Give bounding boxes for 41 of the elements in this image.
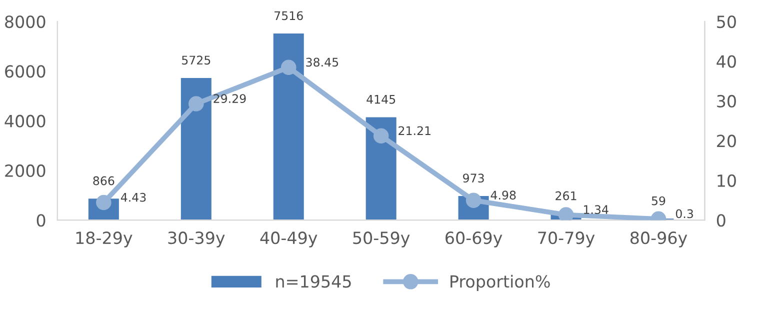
data-label: 4.98 <box>490 190 516 200</box>
legend-label: Proportion% <box>450 274 550 291</box>
x-tick-label: 70-79y <box>538 232 595 248</box>
data-label: 5725 <box>182 56 210 65</box>
point <box>188 96 204 112</box>
point <box>558 207 574 220</box>
data-label: 4.43 <box>120 192 146 202</box>
bar <box>180 78 212 220</box>
x-tick-label: 80-96y <box>630 232 688 248</box>
x-tick-label: 60-69y <box>446 232 502 248</box>
x-tick-label: 40-49y <box>260 232 318 248</box>
y2-tick-label: 0 <box>716 214 726 227</box>
y-tick-label: 8000 <box>5 15 46 28</box>
point <box>373 128 389 144</box>
data-label: 7516 <box>274 11 303 20</box>
x-tick-label: 18-29y <box>76 232 132 248</box>
y-tick-label: 0 <box>36 214 46 227</box>
data-label: 29.29 <box>214 94 246 104</box>
point <box>280 60 296 76</box>
y-tick-label: 6000 <box>5 65 46 78</box>
y2-tick-label: 30 <box>717 94 736 108</box>
data-label: 1.34 <box>584 205 608 214</box>
bar <box>366 117 396 220</box>
data-label: 973 <box>463 174 484 183</box>
y2-tick-label: 40 <box>716 55 736 68</box>
bar <box>273 34 304 220</box>
data-label: 59 <box>652 196 666 206</box>
x-tick-label: 50-59y <box>353 232 410 248</box>
data-label: 261 <box>556 191 576 200</box>
y-tick-label: 2000 <box>5 164 46 178</box>
y2-tick-label: 10 <box>718 174 736 187</box>
y-tick-label: 4000 <box>4 114 46 128</box>
x-tick-label: 30-39y <box>168 232 225 248</box>
data-label: 38.45 <box>306 58 338 67</box>
y2-tick-label: 20 <box>717 134 736 148</box>
data-label: 866 <box>93 176 114 186</box>
y2-tick-label: 50 <box>717 15 736 28</box>
data-label: 0.3 <box>676 209 693 218</box>
legend-label: n=19545 <box>276 275 351 288</box>
data-label: 21.21 <box>398 126 430 135</box>
data-label: 4145 <box>366 95 396 104</box>
